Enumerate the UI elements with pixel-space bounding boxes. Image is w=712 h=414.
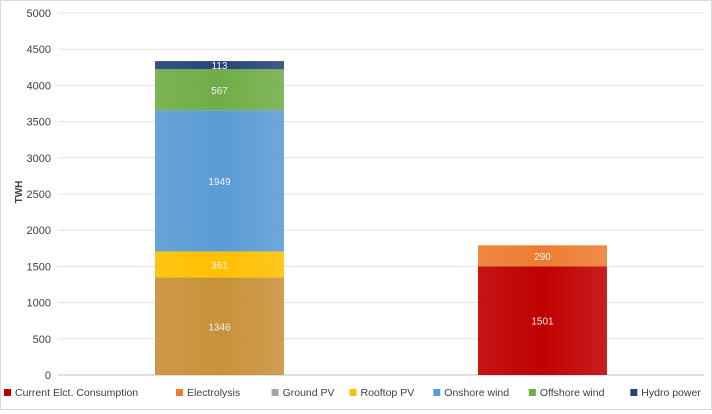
data-label-offshore-wind: 567 — [211, 86, 228, 97]
bar-segment-hydro-power — [155, 61, 284, 70]
y-tick-label: 4500 — [27, 44, 51, 56]
y-tick-label: 0 — [45, 370, 51, 382]
bar-segment-rooftop-pv — [155, 251, 284, 278]
bar-segment-ground-pv — [155, 277, 284, 375]
gridlines — [58, 12, 704, 376]
y-tick-label: 5000 — [27, 8, 51, 20]
legend-swatch — [4, 389, 12, 396]
legend-item-hydro-power: Hydro power — [630, 387, 701, 399]
legend-label: Ground PV — [283, 387, 335, 399]
legend-item-rooftop-pv: Rooftop PV — [349, 387, 415, 399]
legend-item-offshore-wind: Offshore wind — [528, 387, 605, 399]
y-tick-label: 3000 — [27, 153, 51, 165]
data-label-onshore-wind: 1949 — [208, 177, 231, 188]
y-tick-label: 2000 — [27, 225, 51, 237]
data-label-rooftop-pv: 361 — [211, 260, 228, 271]
legend-swatch — [176, 389, 184, 396]
legend-item-ground-pv: Ground PV — [271, 387, 335, 399]
data-label-electrolysis: 290 — [534, 252, 551, 263]
y-tick-label: 2500 — [27, 189, 51, 201]
bars — [155, 61, 607, 375]
bar-segment-electrolysis — [478, 245, 607, 267]
legend-item-electrolysis: Electrolysis — [176, 387, 240, 399]
legend-swatch — [349, 389, 357, 396]
legend-label: Hydro power — [641, 387, 701, 399]
legend: Current Elct. Consumption Electrolysis Gro… — [4, 387, 701, 399]
data-label-ground-pv: 1346 — [208, 322, 231, 333]
y-tick-label: 1000 — [27, 298, 51, 310]
y-axis-tick-labels: 0 500 1000 1500 2000 2500 3000 3500 4000 4500 5000 — [27, 8, 51, 382]
bar-segment-current-elct-consumption — [478, 266, 607, 375]
data-label-current-elct-consumption: 1501 — [531, 317, 554, 328]
legend-label: Current Elct. Consumption — [15, 387, 138, 399]
y-axis-label: TWH — [14, 181, 25, 204]
legend-item-current-elct-consumption: Current Elct. Consumption — [4, 387, 138, 399]
legend-label: Electrolysis — [187, 387, 240, 399]
y-tick-label: 4000 — [27, 80, 51, 92]
legend-label: Onshore wind — [444, 387, 509, 399]
bar-segment-offshore-wind — [155, 69, 284, 111]
legend-item-onshore-wind: Onshore wind — [433, 387, 509, 399]
y-tick-label: 1500 — [27, 261, 51, 273]
legend-label: Rooftop PV — [361, 387, 415, 399]
legend-swatch — [630, 389, 638, 396]
data-labels: 1346 361 1949 567 113 1501 290 — [208, 61, 554, 333]
data-label-hydro-power: 113 — [212, 61, 228, 72]
bar-segment-onshore-wind — [155, 110, 284, 252]
legend-swatch — [433, 389, 441, 396]
legend-swatch — [271, 389, 279, 396]
legend-swatch — [528, 389, 536, 396]
y-tick-label: 3500 — [27, 117, 51, 129]
y-tick-label: 500 — [33, 334, 51, 346]
legend-label: Offshore wind — [540, 387, 605, 399]
